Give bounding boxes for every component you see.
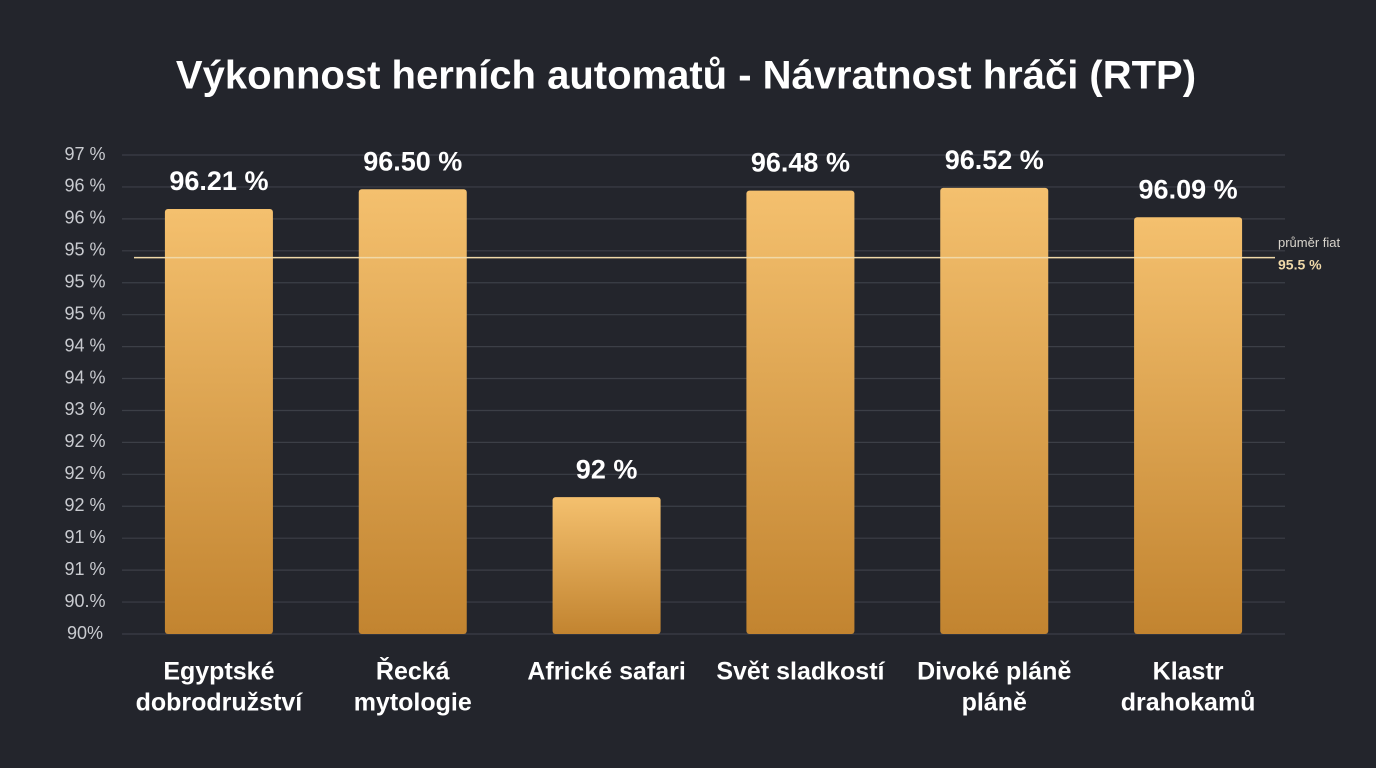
- bar: [358, 189, 467, 634]
- y-tick-label: 94 %: [64, 367, 105, 387]
- x-tick-label: Klastr: [1153, 658, 1224, 686]
- data-label: 96.09 %: [1139, 174, 1238, 204]
- data-label: 96.50 %: [363, 146, 462, 176]
- y-tick-label: 90.%: [64, 591, 105, 611]
- bar: [1134, 217, 1243, 634]
- bar: [940, 187, 1049, 635]
- y-tick-label: 93 %: [64, 399, 105, 419]
- y-tick-label: 91 %: [64, 559, 105, 579]
- x-tick-label: Svět sladkostí: [716, 658, 885, 686]
- bar: [746, 190, 855, 634]
- y-tick-label: 96 %: [64, 208, 105, 228]
- data-label: 96.52 %: [945, 145, 1044, 175]
- x-tick-label: mytologie: [354, 689, 472, 717]
- y-tick-label: 90%: [67, 623, 103, 643]
- x-tick-label: dobrodružství: [136, 689, 304, 717]
- y-tick-label: 92 %: [64, 463, 105, 483]
- data-label: 96.21 %: [169, 166, 268, 196]
- x-tick-label: Africké safari: [527, 658, 685, 686]
- average-value: 95.5 %: [1278, 256, 1322, 272]
- y-tick-label: 95 %: [64, 271, 105, 291]
- x-tick-label: pláně: [962, 689, 1027, 717]
- x-tick-label: drahokamů: [1121, 689, 1256, 717]
- y-tick-label: 92 %: [64, 431, 105, 451]
- y-tick-label: 94 %: [64, 335, 105, 355]
- x-tick-label: Divoké pláně: [917, 658, 1071, 686]
- y-tick-label: 95 %: [64, 303, 105, 323]
- x-tick-label: Řecká: [376, 656, 450, 686]
- data-label: 96.48 %: [751, 148, 850, 178]
- chart-title: Výkonnost herních automatů - Návratnost …: [176, 54, 1196, 98]
- x-tick-label: Egyptské: [163, 658, 274, 686]
- average-label: průměr fiat: [1278, 235, 1341, 250]
- y-tick-label: 97 %: [64, 144, 105, 164]
- y-tick-label: 96 %: [64, 176, 105, 196]
- bar: [164, 209, 273, 634]
- bar: [552, 497, 661, 634]
- y-tick-label: 95 %: [64, 240, 105, 260]
- y-tick-label: 92 %: [64, 495, 105, 515]
- y-tick-label: 91 %: [64, 527, 105, 547]
- data-label: 92 %: [576, 454, 638, 484]
